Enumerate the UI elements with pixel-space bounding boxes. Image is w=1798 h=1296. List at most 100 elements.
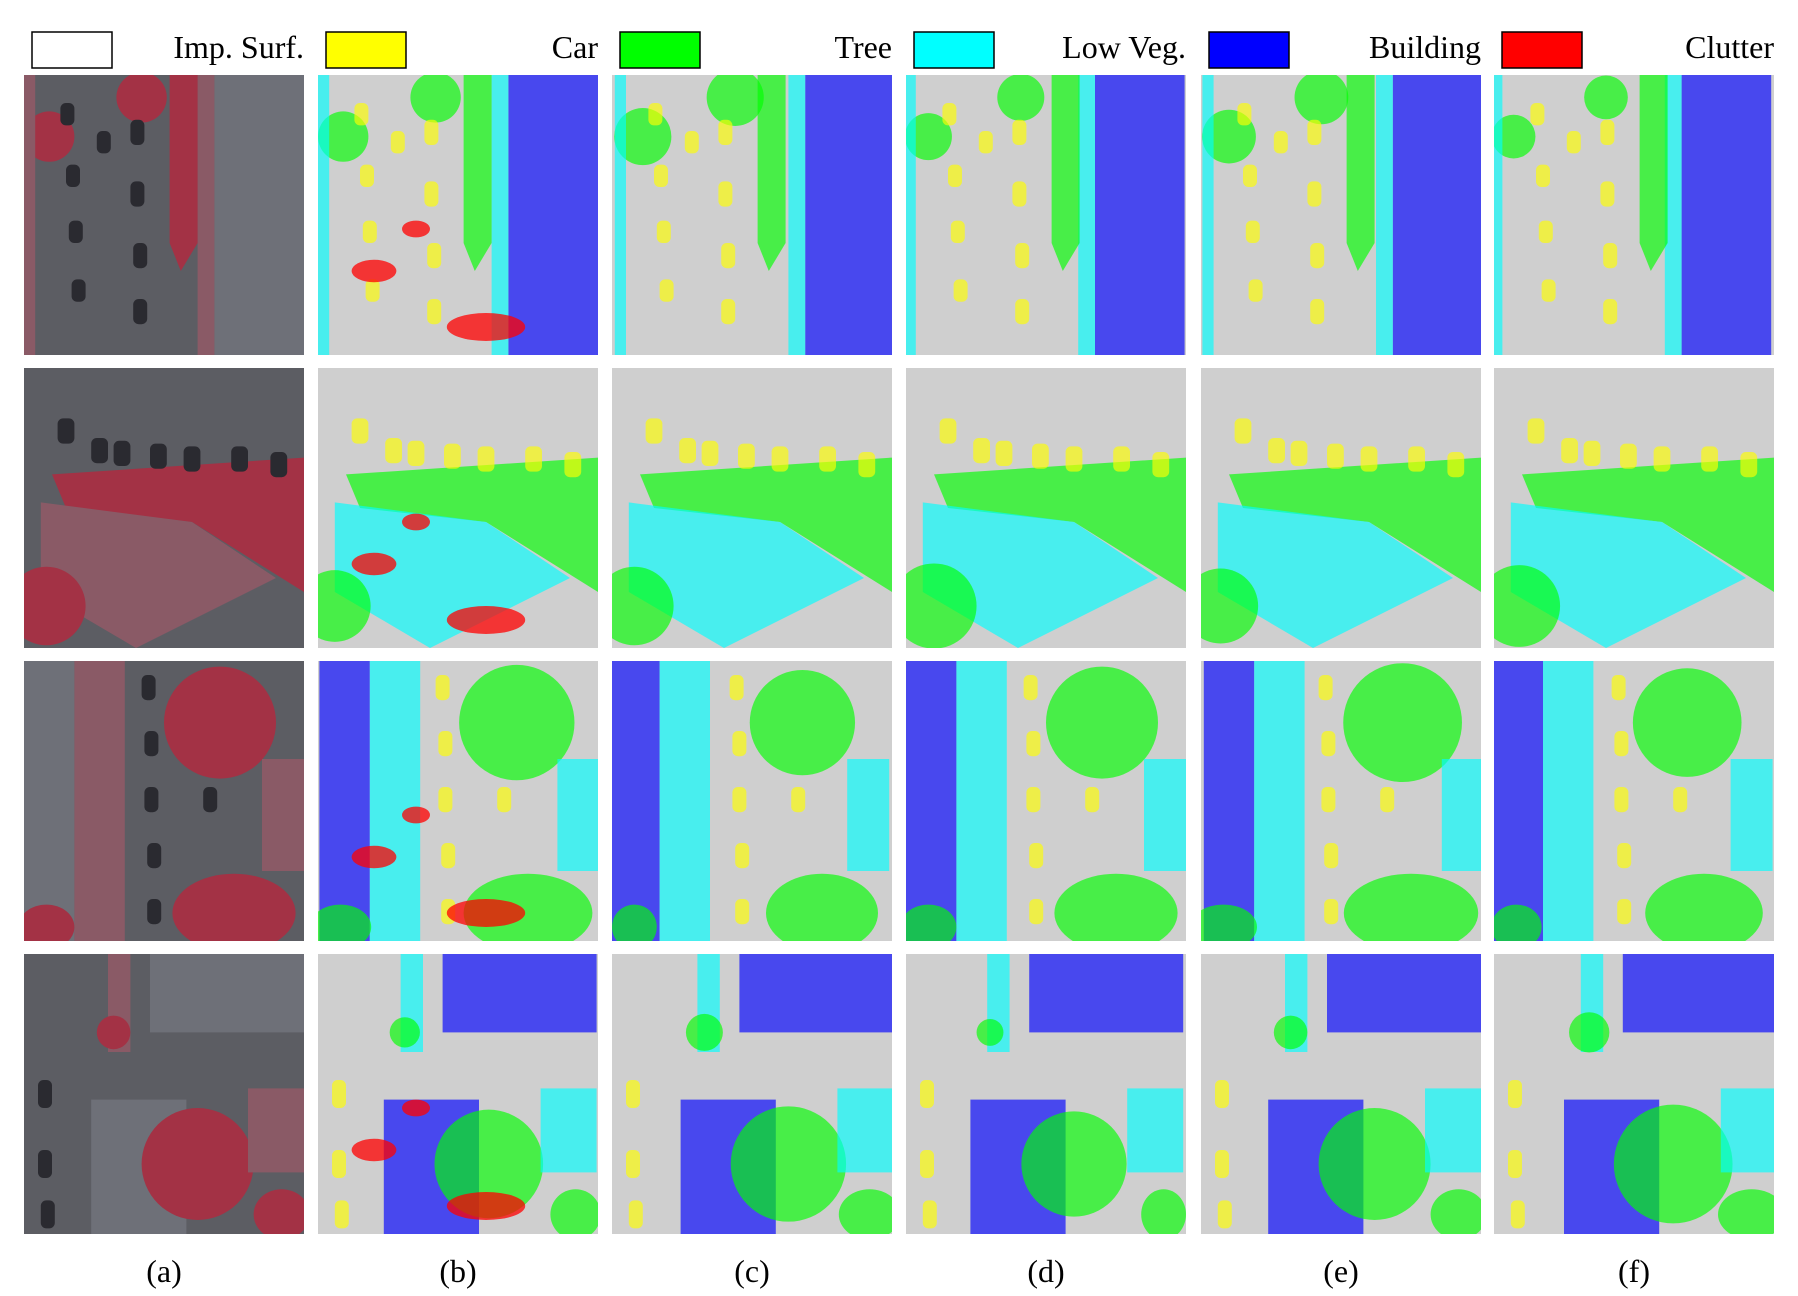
region <box>920 1080 934 1108</box>
region <box>351 845 397 869</box>
region <box>1054 873 1178 941</box>
region <box>973 438 990 464</box>
region <box>612 661 660 941</box>
region <box>1600 119 1615 145</box>
region <box>956 661 1007 941</box>
segmentation-panel <box>906 368 1186 648</box>
region <box>1095 75 1185 355</box>
region <box>351 418 369 444</box>
region <box>424 119 439 145</box>
region <box>628 1200 643 1229</box>
region <box>1530 103 1545 126</box>
region <box>1310 299 1325 325</box>
region <box>1614 731 1629 757</box>
region <box>1441 759 1481 871</box>
region <box>1268 438 1285 464</box>
region <box>805 75 892 355</box>
region <box>1360 446 1378 472</box>
region <box>1229 457 1481 592</box>
region <box>1113 446 1130 472</box>
region <box>24 661 75 941</box>
region <box>1508 1080 1522 1108</box>
region <box>648 103 663 126</box>
region <box>318 904 372 941</box>
region <box>141 1108 254 1220</box>
region <box>942 103 957 126</box>
region <box>771 446 789 472</box>
region <box>701 440 719 466</box>
region <box>1620 443 1637 469</box>
region <box>1318 1108 1431 1220</box>
legend-swatch <box>913 31 995 69</box>
region <box>718 119 733 145</box>
segmentation-panel <box>1494 661 1774 941</box>
region <box>144 731 159 757</box>
region <box>38 1080 52 1108</box>
region <box>1026 731 1041 757</box>
region <box>1673 787 1688 813</box>
region <box>24 566 86 646</box>
region <box>729 675 744 701</box>
region <box>442 954 597 1033</box>
region <box>71 279 86 302</box>
region <box>351 259 397 283</box>
region <box>749 669 856 776</box>
region <box>183 446 201 472</box>
region <box>57 418 75 444</box>
region <box>1603 243 1618 269</box>
region <box>477 446 495 472</box>
region <box>1584 75 1628 120</box>
region <box>788 75 806 355</box>
region <box>906 563 977 648</box>
legend-swatch <box>325 31 407 69</box>
region <box>435 675 450 701</box>
region <box>1327 443 1344 469</box>
segmentation-panel <box>1201 75 1481 355</box>
segmentation-panel <box>612 661 892 941</box>
region <box>1510 502 1746 648</box>
region <box>847 759 890 871</box>
region <box>721 299 736 325</box>
region <box>948 164 962 187</box>
region <box>508 75 598 355</box>
region <box>1321 731 1336 757</box>
region <box>463 75 492 271</box>
region <box>721 243 736 269</box>
region <box>197 75 215 355</box>
region <box>1701 446 1718 472</box>
region <box>91 438 108 464</box>
region <box>1201 568 1259 644</box>
region <box>1029 899 1044 925</box>
region <box>459 664 575 781</box>
region <box>130 181 145 207</box>
region <box>626 1150 640 1178</box>
region <box>659 661 710 941</box>
region <box>1294 75 1349 125</box>
region <box>1645 873 1763 941</box>
region <box>1343 873 1479 941</box>
region <box>334 1200 349 1229</box>
region <box>351 552 397 576</box>
region <box>438 731 453 757</box>
region <box>434 1109 544 1219</box>
segmentation-panel <box>612 75 892 355</box>
legend-label: Car <box>552 29 599 65</box>
region <box>231 446 248 472</box>
aerial-image <box>24 661 304 941</box>
legend-label: Tree <box>835 29 892 65</box>
region <box>612 566 674 646</box>
region <box>360 164 374 187</box>
region <box>354 103 369 126</box>
region <box>438 787 453 813</box>
region <box>446 606 526 634</box>
region <box>1430 1189 1481 1234</box>
region <box>164 666 276 779</box>
region <box>1026 787 1041 813</box>
region <box>1051 75 1080 271</box>
region <box>1343 663 1462 782</box>
region <box>1318 675 1333 701</box>
region <box>113 440 131 466</box>
region <box>1566 131 1581 154</box>
region <box>837 1088 892 1173</box>
